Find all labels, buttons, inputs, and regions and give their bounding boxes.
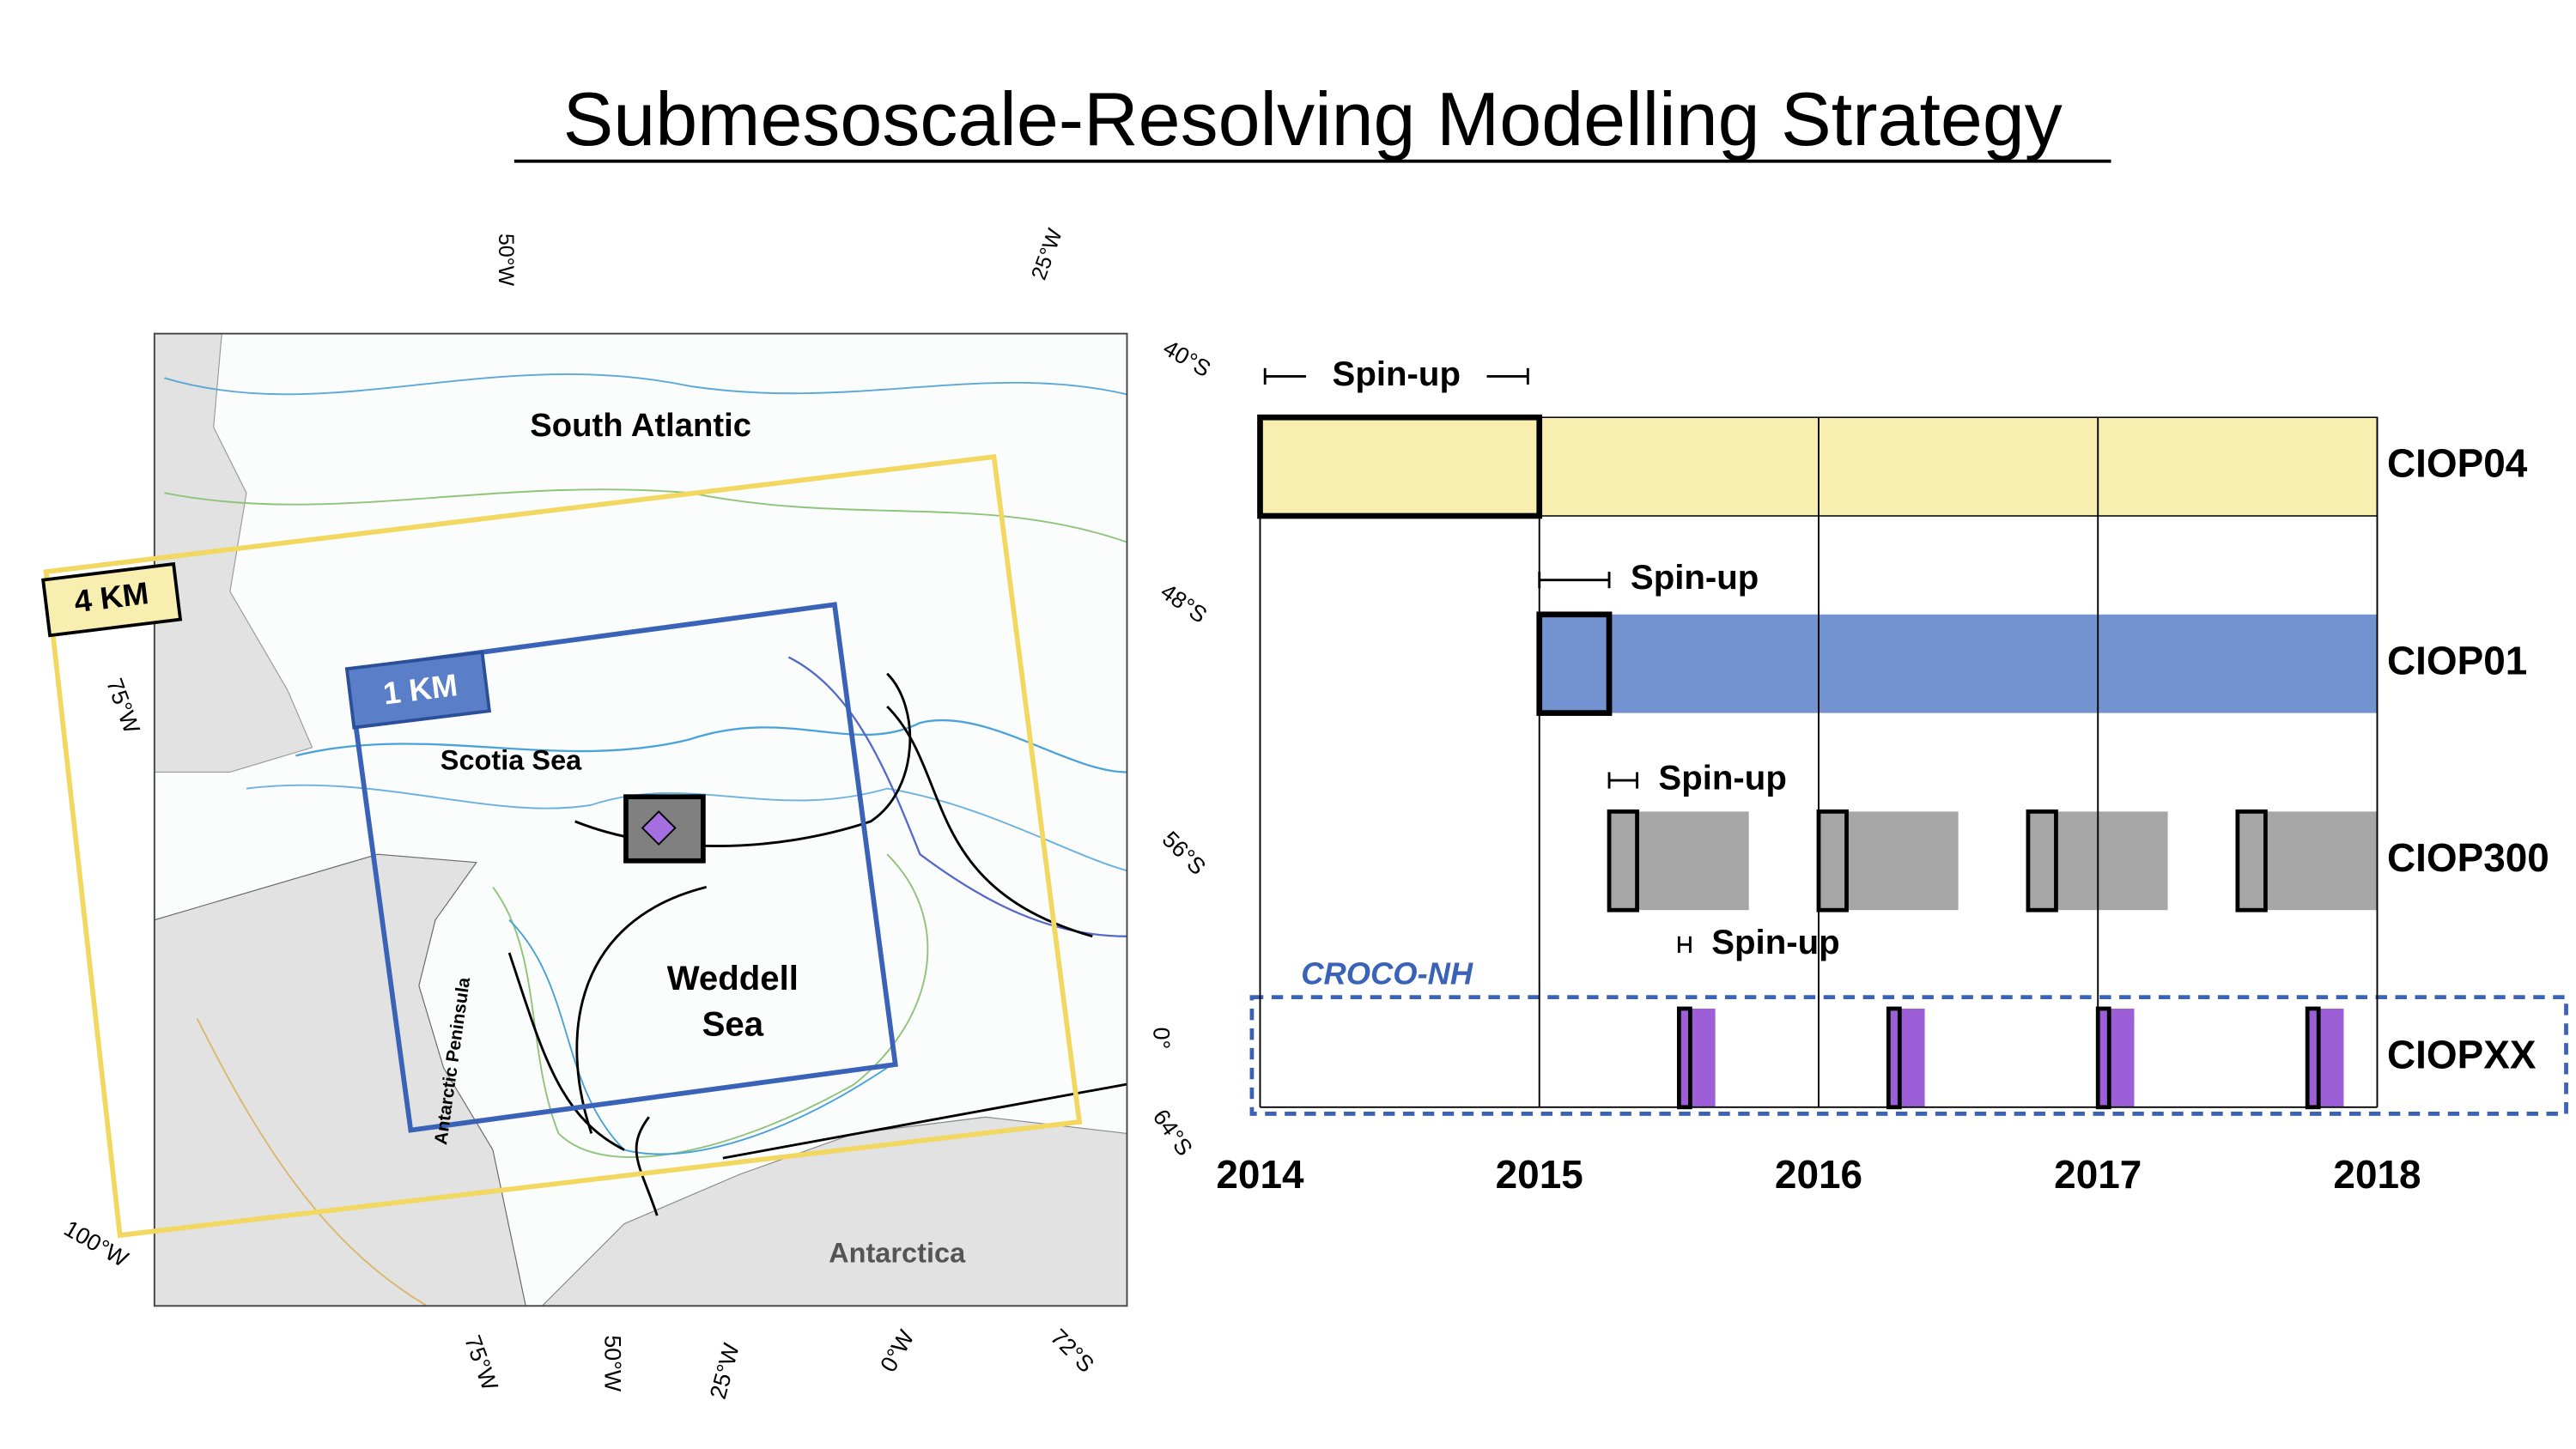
land-south-america xyxy=(154,333,313,773)
domain-1km xyxy=(345,602,898,1133)
region-label: Weddell xyxy=(667,959,799,997)
domain-label-box xyxy=(41,561,183,638)
graticule-label: 100°W xyxy=(60,1216,133,1273)
spinup-label: Spin-up xyxy=(1658,759,1786,797)
graticule-label: 40°S xyxy=(1159,335,1216,382)
row-frame xyxy=(1259,416,2379,517)
series-label: CIOP300 xyxy=(2387,835,2549,880)
region-label: Sea xyxy=(702,1005,764,1044)
series-label: CIOP04 xyxy=(2387,441,2528,486)
contour xyxy=(295,718,1127,773)
contour xyxy=(246,784,1127,872)
x-tick-label: 2018 xyxy=(2333,1152,2421,1197)
spinup-label: Spin-up xyxy=(1333,355,1461,393)
graticule-label: 0° xyxy=(1149,1028,1175,1050)
graticule-label: 25°W xyxy=(1027,225,1067,282)
spinup-box xyxy=(2095,1006,2111,1110)
series-label: CIOPXX xyxy=(2387,1033,2537,1077)
region-label: Scotia Sea xyxy=(440,745,582,776)
series-label: CIOP01 xyxy=(2387,638,2527,682)
region-label: South Atlantic xyxy=(530,407,751,444)
graticule-label: 50°W xyxy=(600,1335,626,1391)
contour xyxy=(164,488,1127,543)
label-gap xyxy=(1306,356,1487,397)
graticule-label: 0°W xyxy=(875,1325,920,1377)
land-antarctica xyxy=(541,1116,1127,1307)
x-tick-label: 2017 xyxy=(2054,1152,2142,1197)
slide-title: Submesoscale-Resolving Modelling Strateg… xyxy=(563,76,2063,161)
spinup-box xyxy=(1816,809,1849,912)
contour xyxy=(492,853,929,1158)
graticule-label: 48°S xyxy=(1156,579,1212,628)
contour xyxy=(196,1018,428,1307)
contour xyxy=(164,373,1127,396)
graticule-label: 75°W xyxy=(101,675,145,737)
spinup-box xyxy=(2305,1006,2321,1110)
current-arrow xyxy=(635,1116,659,1216)
graticule-label: 64°S xyxy=(1148,1105,1198,1161)
x-tick-label: 2014 xyxy=(1216,1152,1304,1197)
annotation-box xyxy=(1249,995,2568,1116)
graticule-label: 72°S xyxy=(1046,1324,1099,1377)
run-bar xyxy=(1539,614,2378,713)
graticule-label: 50°W xyxy=(494,233,518,287)
spinup-label: Spin-up xyxy=(1631,558,1759,597)
domain-4km xyxy=(43,453,1083,1239)
graticule-label: 25°W xyxy=(705,1340,744,1402)
domain-label-box xyxy=(344,650,492,730)
x-tick-label: 2016 xyxy=(1775,1152,1862,1197)
map-frame xyxy=(153,332,1128,1307)
spinup-box xyxy=(1536,611,1613,716)
spinup-box xyxy=(1886,1006,1902,1110)
land-peninsula xyxy=(154,853,526,1307)
x-tick-label: 2015 xyxy=(1496,1152,1583,1197)
spinup-box xyxy=(2235,809,2268,912)
graticule-label: 56°S xyxy=(1157,827,1211,880)
graticule-label: 75°W xyxy=(459,1332,503,1395)
current-arrow xyxy=(507,952,625,1151)
spinup-box xyxy=(1607,809,1639,912)
region-label: Antarctica xyxy=(829,1238,966,1269)
domain-xx xyxy=(641,810,677,846)
spinup-box xyxy=(2026,809,2058,912)
spinup-label: Spin-up xyxy=(1711,923,1839,961)
current-arrow xyxy=(722,1082,1127,1160)
spinup-box xyxy=(1676,1006,1692,1110)
current-arrow xyxy=(886,705,1093,938)
current-arrow xyxy=(575,886,708,1134)
spinup-box xyxy=(1257,414,1543,519)
annotation: CROCO-NH xyxy=(1301,955,1473,991)
